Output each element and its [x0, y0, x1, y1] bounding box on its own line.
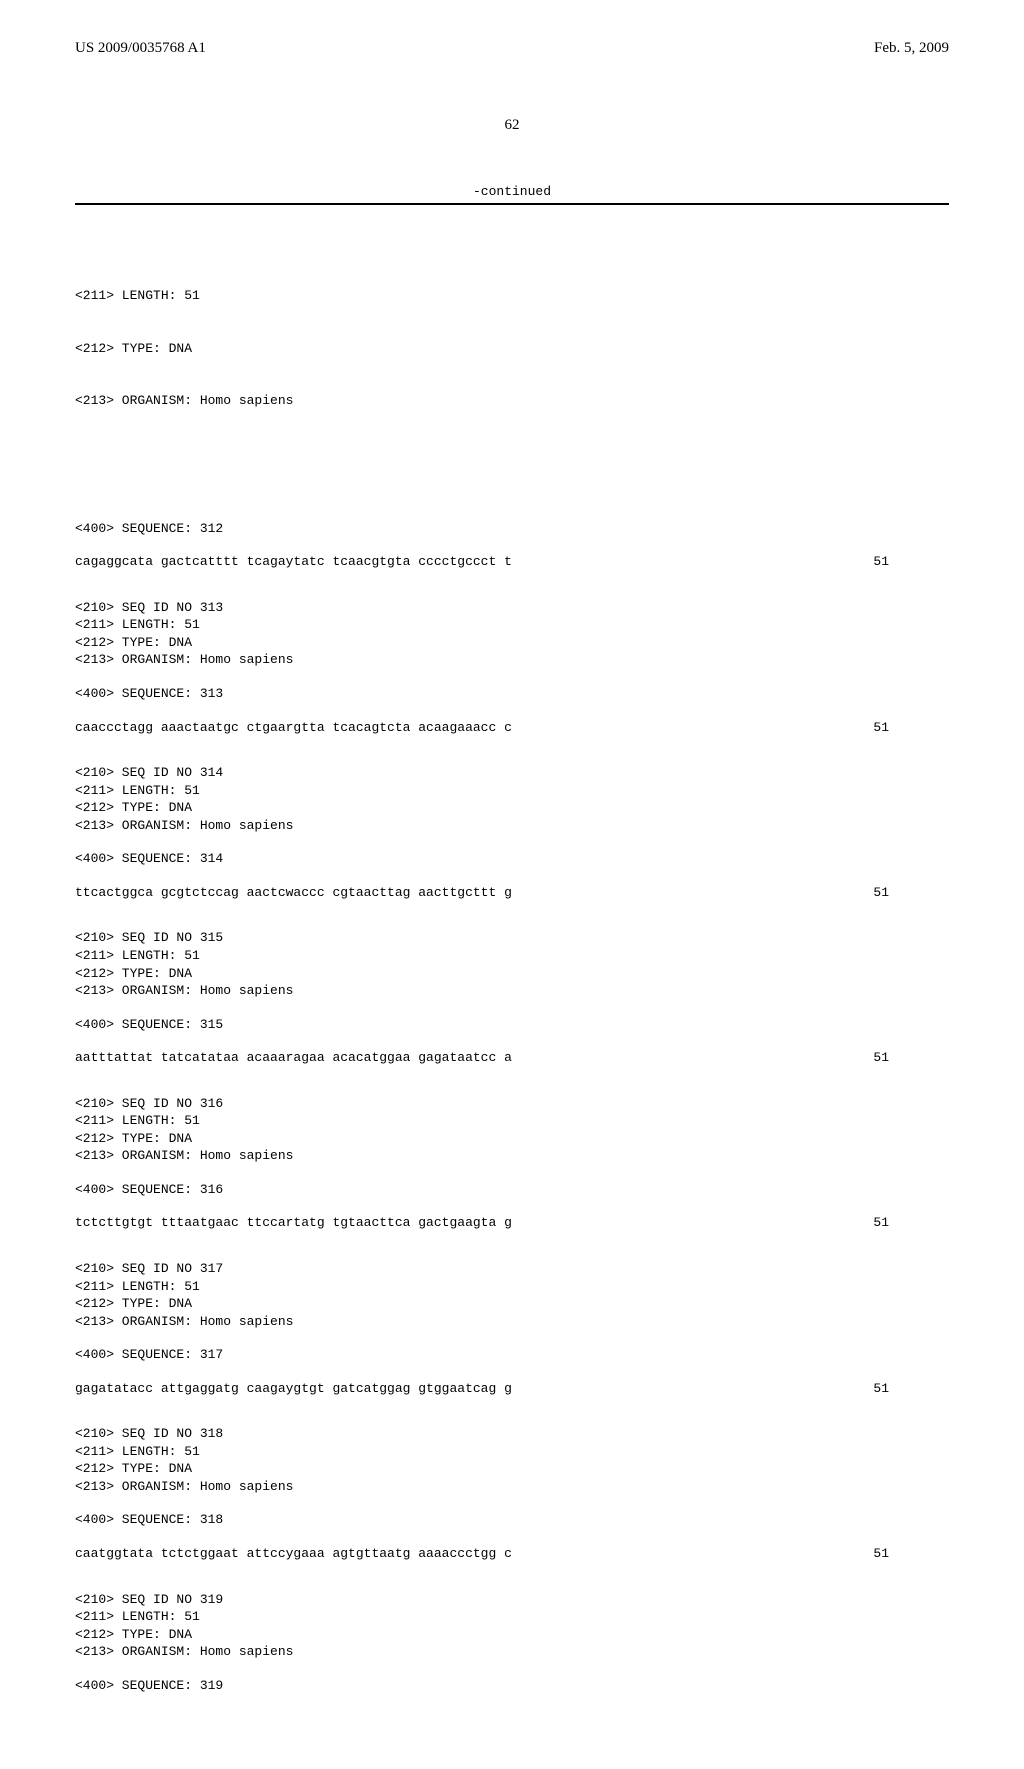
meta-line: <210> SEQ ID NO 313 [75, 599, 949, 617]
meta-line: <211> LENGTH: 51 [75, 1608, 949, 1626]
meta-line: <210> SEQ ID NO 318 [75, 1425, 949, 1443]
sequence-entry: <400> SEQUENCE: 316 tctcttgtgt tttaatgaac… [75, 1165, 949, 1330]
publication-date: Feb. 5, 2009 [874, 40, 949, 57]
meta-line: <213> ORGANISM: Homo sapiens [75, 1643, 949, 1661]
sequence-entry: <400> SEQUENCE: 315 aatttattat tatcatataa… [75, 1000, 949, 1165]
sequence-length: 51 [873, 719, 889, 737]
meta-line: <212> TYPE: DNA [75, 634, 949, 652]
sequence-text: aatttattat tatcatataa acaaaragaa acacatg… [75, 1049, 512, 1067]
meta-line: <211> LENGTH: 51 [75, 287, 949, 305]
meta-line: <213> ORGANISM: Homo sapiens [75, 817, 949, 835]
meta-line: <211> LENGTH: 51 [75, 616, 949, 634]
sequence-entry: <400> SEQUENCE: 314 ttcactggca gcgtctccag… [75, 834, 949, 999]
meta-line: <210> SEQ ID NO 317 [75, 1260, 949, 1278]
meta-line: <211> LENGTH: 51 [75, 1112, 949, 1130]
meta-line: <213> ORGANISM: Homo sapiens [75, 392, 949, 410]
meta-line: <212> TYPE: DNA [75, 799, 949, 817]
sequence-length: 51 [873, 1380, 889, 1398]
meta-line: <213> ORGANISM: Homo sapiens [75, 1478, 949, 1496]
page-number: 62 [75, 117, 949, 134]
meta-line: <211> LENGTH: 51 [75, 782, 949, 800]
sequence-label: <400> SEQUENCE: 314 [75, 850, 949, 868]
sequence-label: <400> SEQUENCE: 313 [75, 685, 949, 703]
sequence-text: caaccctagg aaactaatgc ctgaargtta tcacagt… [75, 719, 512, 737]
sequence-label: <400> SEQUENCE: 319 [75, 1677, 949, 1695]
sequence-line: gagatatacc attgaggatg caagaygtgt gatcatg… [75, 1380, 949, 1398]
sequence-text: tctcttgtgt tttaatgaac ttccartatg tgtaact… [75, 1214, 512, 1232]
sequence-label: <400> SEQUENCE: 316 [75, 1181, 949, 1199]
meta-line: <210> SEQ ID NO 315 [75, 929, 949, 947]
meta-line: <211> LENGTH: 51 [75, 1278, 949, 1296]
sequence-entry: <400> SEQUENCE: 318 caatggtata tctctggaat… [75, 1495, 949, 1660]
sequence-label: <400> SEQUENCE: 315 [75, 1016, 949, 1034]
meta-line: <212> TYPE: DNA [75, 1626, 949, 1644]
sequence-entry: <400> SEQUENCE: 312 cagaggcata gactcatttt… [75, 504, 949, 669]
sequence-line: tctcttgtgt tttaatgaac ttccartatg tgtaact… [75, 1214, 949, 1232]
sequence-text: caatggtata tctctggaat attccygaaa agtgtta… [75, 1545, 512, 1563]
meta-line: <212> TYPE: DNA [75, 340, 949, 358]
meta-line: <213> ORGANISM: Homo sapiens [75, 651, 949, 669]
sequence-label: <400> SEQUENCE: 312 [75, 520, 949, 538]
sequence-line: aatttattat tatcatataa acaaaragaa acacatg… [75, 1049, 949, 1067]
meta-line: <212> TYPE: DNA [75, 1130, 949, 1148]
meta-line: <211> LENGTH: 51 [75, 947, 949, 965]
sequence-text: ttcactggca gcgtctccag aactcwaccc cgtaact… [75, 884, 512, 902]
sequence-line: ttcactggca gcgtctccag aactcwaccc cgtaact… [75, 884, 949, 902]
top-rule [75, 203, 949, 205]
meta-line: <213> ORGANISM: Homo sapiens [75, 1147, 949, 1165]
first-meta-block: <211> LENGTH: 51 <212> TYPE: DNA <213> O… [75, 252, 949, 445]
publication-number: US 2009/0035768 A1 [75, 40, 206, 57]
entries-container: <400> SEQUENCE: 312 cagaggcata gactcatttt… [75, 504, 949, 1695]
sequence-length: 51 [873, 884, 889, 902]
sequence-entry: <400> SEQUENCE: 319 [75, 1661, 949, 1695]
meta-line: <213> ORGANISM: Homo sapiens [75, 1313, 949, 1331]
page-header: US 2009/0035768 A1 Feb. 5, 2009 [75, 40, 949, 57]
sequence-length: 51 [873, 1545, 889, 1563]
sequence-length: 51 [873, 553, 889, 571]
sequence-entry: <400> SEQUENCE: 317 gagatatacc attgaggatg… [75, 1330, 949, 1495]
meta-line: <210> SEQ ID NO 316 [75, 1095, 949, 1113]
sequence-label: <400> SEQUENCE: 318 [75, 1511, 949, 1529]
sequence-length: 51 [873, 1214, 889, 1232]
sequence-line: cagaggcata gactcatttt tcagaytatc tcaacgt… [75, 553, 949, 571]
sequence-text: gagatatacc attgaggatg caagaygtgt gatcatg… [75, 1380, 512, 1398]
meta-line: <213> ORGANISM: Homo sapiens [75, 982, 949, 1000]
meta-line: <212> TYPE: DNA [75, 1460, 949, 1478]
meta-line: <212> TYPE: DNA [75, 1295, 949, 1313]
sequence-listing: <211> LENGTH: 51 <212> TYPE: DNA <213> O… [75, 217, 949, 1729]
sequence-line: caatggtata tctctggaat attccygaaa agtgtta… [75, 1545, 949, 1563]
meta-line: <210> SEQ ID NO 319 [75, 1591, 949, 1609]
sequence-text: cagaggcata gactcatttt tcagaytatc tcaacgt… [75, 553, 512, 571]
continued-label: -continued [75, 184, 949, 199]
page-container: US 2009/0035768 A1 Feb. 5, 2009 62 -cont… [0, 0, 1024, 1769]
sequence-entry: <400> SEQUENCE: 313 caaccctagg aaactaatgc… [75, 669, 949, 834]
meta-line: <210> SEQ ID NO 314 [75, 764, 949, 782]
sequence-label: <400> SEQUENCE: 317 [75, 1346, 949, 1364]
sequence-length: 51 [873, 1049, 889, 1067]
sequence-line: caaccctagg aaactaatgc ctgaargtta tcacagt… [75, 719, 949, 737]
meta-line: <212> TYPE: DNA [75, 965, 949, 983]
meta-line: <211> LENGTH: 51 [75, 1443, 949, 1461]
